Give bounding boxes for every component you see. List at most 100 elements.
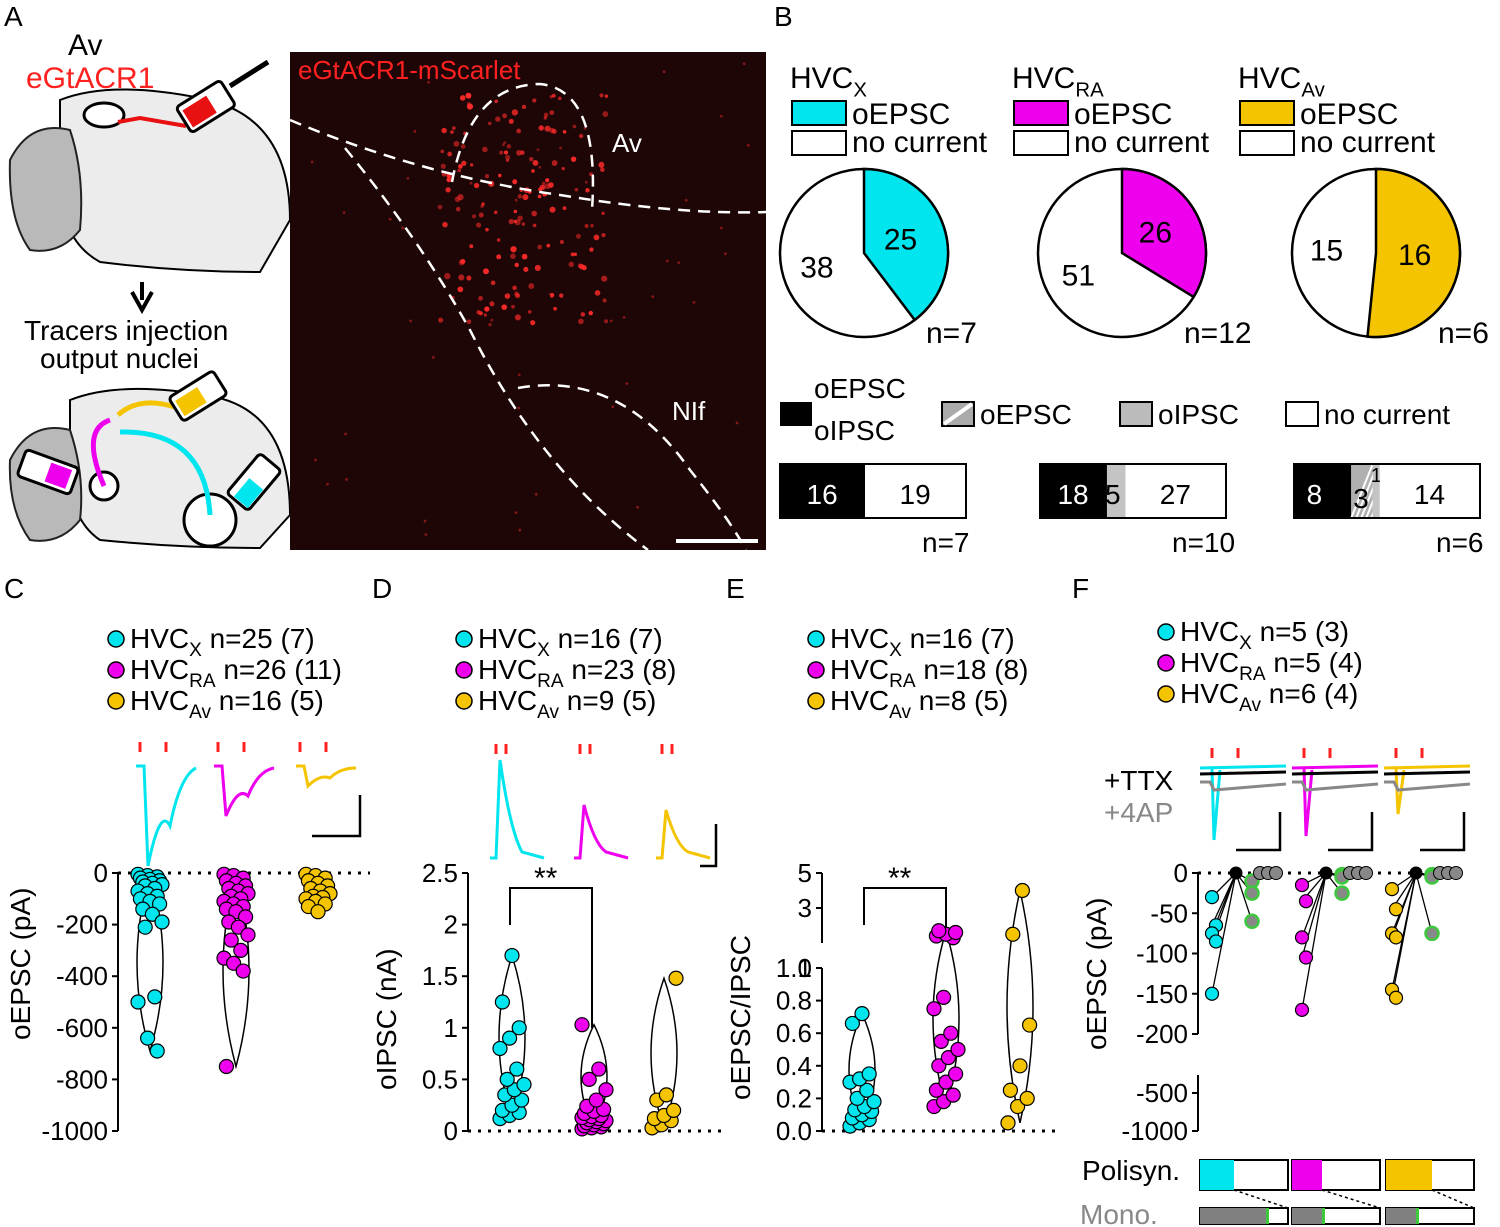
data-point: [947, 924, 964, 941]
data-point: [310, 904, 326, 920]
cell-dot: [440, 149, 445, 154]
data-point: [1294, 1002, 1310, 1017]
legend-swatch-current: [1013, 100, 1069, 126]
cell-dot: [521, 104, 527, 110]
data-point: [1294, 930, 1310, 945]
data-point: [1388, 902, 1404, 917]
data-point: [137, 919, 153, 935]
cell-dot: [518, 528, 522, 532]
cell-dot: [574, 188, 579, 192]
cell-dot: [471, 214, 477, 219]
cell-dot: [543, 112, 549, 118]
ttx-trace: [1291, 770, 1379, 776]
cell-dot: [601, 211, 605, 215]
data-point: [926, 1001, 942, 1017]
cell-dot: [551, 160, 558, 166]
legend-label-none: no current: [1074, 126, 1210, 159]
cell-dot: [609, 319, 613, 323]
bar-n: n=6: [1436, 527, 1484, 558]
cell-dot: [593, 234, 600, 241]
bar-value-epsc: 3: [1353, 483, 1369, 514]
data-point: [598, 1082, 614, 1098]
step-label-2: output nuclei: [40, 343, 199, 374]
cell-dot: [406, 176, 410, 180]
cell-dot: [549, 206, 556, 213]
legend-marker: [107, 630, 125, 648]
legend-label-both-1: oEPSC: [814, 373, 906, 404]
legend-marker: [1157, 623, 1175, 641]
cell-dot: [501, 304, 508, 310]
panel-letter-b: B: [774, 1, 793, 32]
cell-dot: [600, 167, 605, 173]
current-trace: [1291, 764, 1379, 770]
cell-dot: [538, 165, 542, 169]
ap-point: [1359, 866, 1373, 880]
data-point: [492, 1040, 508, 1057]
cell-dot: [457, 286, 464, 293]
data-point: [854, 1006, 870, 1022]
cell-dot: [578, 133, 584, 139]
scale-bar: [1420, 812, 1466, 852]
cell-dot: [447, 151, 453, 157]
data-point: [1009, 1098, 1026, 1115]
cell-dot: [484, 306, 490, 312]
ap-trace: [1292, 780, 1379, 792]
data-point: [947, 1066, 964, 1082]
data-point: [658, 1087, 675, 1103]
cell-dot: [498, 173, 502, 178]
data-point: [1298, 950, 1314, 965]
cell-dot: [521, 222, 526, 226]
bar-segment-both: [1040, 464, 1107, 518]
pair-line: [1235, 872, 1253, 922]
cell-dot: [557, 96, 562, 101]
cell-dot: [561, 166, 565, 171]
pie-value-none: 38: [800, 252, 833, 285]
legend-label-none: no current: [1300, 126, 1436, 159]
cell-dot: [342, 211, 346, 215]
cell-dot: [510, 253, 516, 260]
cell-dot: [662, 70, 666, 74]
y-tick-label: 2: [444, 910, 458, 940]
current-trace: [1199, 764, 1287, 770]
cell-dot: [478, 295, 483, 301]
cell-dot: [505, 154, 511, 160]
cell-dot: [494, 210, 498, 215]
cell-dot: [458, 164, 463, 169]
legend-swatch-none: [1239, 130, 1295, 156]
legend-label: HVCRA n=23 (8): [478, 654, 676, 692]
cell-dot: [457, 168, 461, 173]
zoom-line: [1233, 1189, 1289, 1209]
legend-marker: [807, 661, 825, 679]
cell-dot: [583, 127, 587, 130]
data-point: [1204, 986, 1220, 1001]
data-point: [504, 947, 520, 964]
cell-dot: [424, 533, 428, 536]
cell-dot: [532, 160, 539, 166]
cell-dot: [460, 258, 466, 265]
cell-dot: [537, 244, 543, 250]
pie-value-current: 26: [1139, 216, 1172, 249]
data-point: [665, 1102, 682, 1118]
data-point: [1384, 881, 1400, 897]
y-tick-label: -1000: [1122, 1116, 1189, 1146]
y-tick-label: -200: [56, 910, 108, 940]
data-point: [574, 1017, 590, 1033]
y-tick-label: -400: [56, 961, 108, 991]
legend-swatch-stripe: [942, 402, 974, 426]
legend-marker: [1157, 654, 1175, 672]
legend-label-current: oEPSC: [852, 98, 950, 131]
y-tick-label: -500: [1136, 1078, 1188, 1108]
cell-dot: [692, 301, 696, 304]
data-point: [844, 1015, 861, 1032]
y-tick-label: 0.2: [776, 1083, 812, 1113]
data-point: [931, 923, 947, 939]
scale-bar: [312, 795, 362, 838]
current-trace: [574, 804, 629, 860]
cell-dot: [604, 94, 609, 98]
legend-label: HVCRA n=26 (11): [130, 654, 342, 692]
cell-dot: [579, 264, 585, 270]
data-point: [1005, 926, 1021, 942]
cell-dot: [401, 226, 405, 230]
y-tick-label: -200: [1136, 1019, 1188, 1049]
current-trace: [136, 764, 197, 867]
